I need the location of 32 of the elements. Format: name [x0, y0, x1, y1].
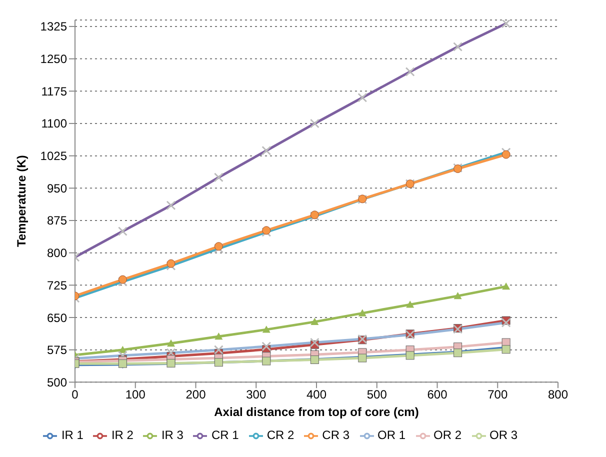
y-tick-label: 575 [46, 343, 68, 358]
x-tick-label: 400 [306, 388, 327, 402]
legend-label: CR 3 [322, 428, 350, 442]
legend-label: OR 3 [490, 428, 518, 442]
x-tick-label: 800 [548, 388, 568, 402]
y-tick-label: 950 [46, 181, 68, 196]
y-tick-label: 800 [46, 246, 68, 260]
y-tick-label: 1325 [40, 20, 68, 34]
y-tick-label: 1175 [41, 84, 68, 98]
legend-label: OR 1 [378, 428, 406, 442]
x-tick-label: 100 [125, 388, 146, 402]
x-tick-label: 600 [427, 388, 448, 402]
y-tick-label: 1250 [40, 52, 68, 66]
x-tick-label: 300 [246, 388, 266, 402]
x-tick-label: 700 [488, 388, 508, 402]
legend-label: OR 2 [434, 428, 462, 442]
y-tick-label: 650 [46, 310, 68, 325]
y-tick-label: 500 [46, 375, 68, 390]
y-tick-label: 725 [46, 278, 68, 292]
y-axis-title: Temperature (K) [14, 155, 28, 247]
y-tick-label: 875 [46, 214, 68, 228]
x-tick-label: 200 [186, 388, 206, 402]
x-axis-title: Axial distance from top of core (cm) [214, 405, 419, 420]
legend-label: IR 2 [111, 428, 134, 442]
x-tick-label: 0 [72, 388, 79, 402]
x-tick-label: 500 [366, 388, 388, 402]
y-tick-label: 1025 [40, 149, 68, 164]
y-tick-label: 1100 [41, 116, 68, 131]
legend-label: IR 3 [161, 428, 184, 442]
legend-label: CR 1 [211, 428, 239, 442]
legend-label: IR 1 [61, 428, 84, 442]
legend-label: CR 2 [266, 428, 294, 442]
